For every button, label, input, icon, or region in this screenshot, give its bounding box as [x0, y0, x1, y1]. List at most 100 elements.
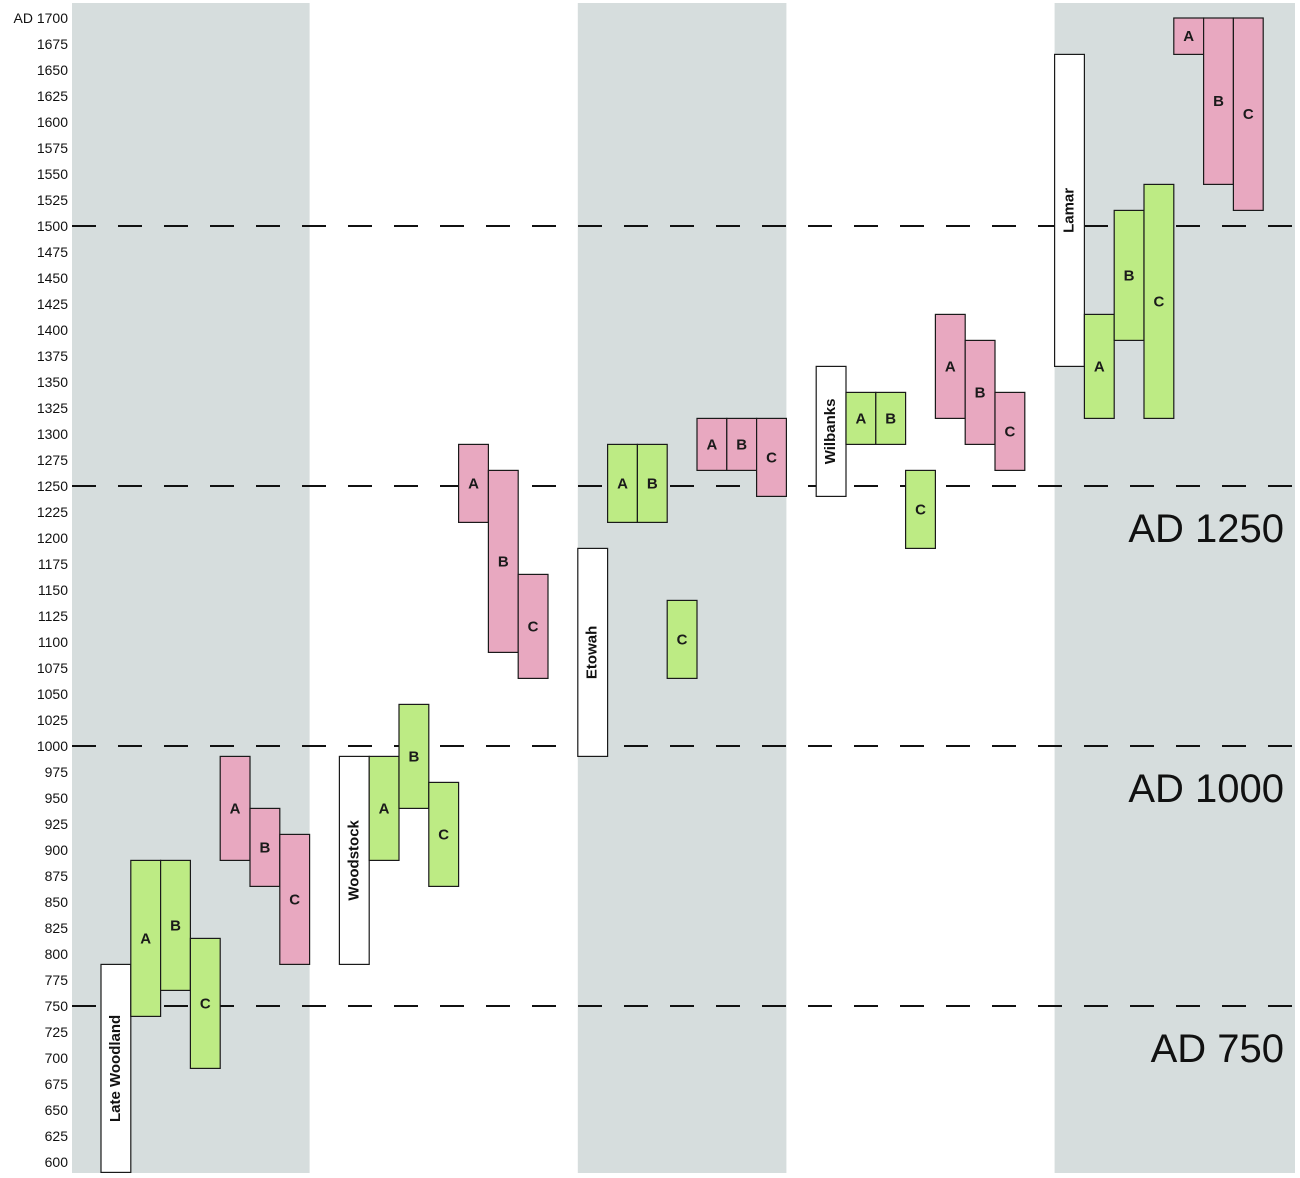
range-bar-pink: [279, 833, 311, 966]
phase-label: Lamar: [1060, 188, 1077, 233]
range-bar-green: [160, 859, 192, 992]
range-bar-label: A: [1094, 358, 1105, 375]
reference-label: AD 750: [1151, 1027, 1284, 1071]
y-tick-label: 1450: [37, 270, 68, 286]
y-tick-label: 1350: [37, 374, 68, 390]
range-bar-pink: [994, 391, 1026, 471]
range-bar-green: [398, 703, 430, 810]
range-bar-label: B: [1124, 267, 1135, 284]
range-bar-label: A: [140, 930, 151, 947]
y-tick-label: 1150: [38, 582, 68, 598]
range-bar-label: B: [975, 384, 986, 401]
range-bar-label: B: [885, 410, 896, 427]
y-tick-label: 825: [45, 920, 69, 936]
range-bar-label: A: [1183, 28, 1194, 45]
range-bar-green: [904, 469, 936, 549]
phase-bar: [1053, 53, 1085, 368]
y-tick-label: 850: [45, 894, 69, 910]
range-bar-label: C: [915, 501, 926, 518]
range-bar-label: B: [736, 436, 747, 453]
reference-label: AD 1250: [1128, 507, 1284, 551]
y-tick-label: 1600: [37, 114, 68, 130]
y-tick-label: 950: [45, 790, 69, 806]
range-bar-pink: [249, 807, 281, 888]
phase-label: Wilbanks: [822, 399, 839, 465]
y-tick-label: 1400: [37, 322, 68, 338]
range-bar-label: B: [259, 839, 270, 856]
range-bar-green: [636, 443, 668, 523]
range-bar-pink: [458, 443, 490, 523]
range-bar-label: A: [706, 436, 717, 453]
y-tick-label: 975: [45, 764, 69, 780]
y-tick-label: 1100: [38, 634, 68, 650]
y-tick-label: 1375: [37, 348, 68, 364]
y-tick-label: 875: [45, 868, 69, 884]
y-tick-label: 700: [45, 1050, 69, 1066]
range-bar-label: A: [379, 800, 390, 817]
range-bar-pink: [517, 573, 549, 680]
y-tick-label: 1125: [38, 608, 68, 624]
y-tick-label: 650: [45, 1102, 69, 1118]
range-bar-label: A: [617, 475, 628, 492]
y-tick-label: 1325: [37, 400, 68, 416]
range-bar-green: [875, 391, 907, 445]
range-bar-pink: [487, 469, 519, 653]
y-tick-label: 900: [45, 842, 69, 858]
y-tick-label: 925: [45, 816, 69, 832]
range-bar-green: [1143, 183, 1175, 419]
range-bar-green: [130, 859, 162, 1018]
range-bars: Late Woodland A B C A B C Woodstock A B C A B C Etowah…: [100, 17, 1264, 1174]
y-tick-label: 750: [45, 998, 69, 1014]
y-tick-label: 1225: [37, 504, 68, 520]
range-bar-green: [1083, 313, 1115, 419]
phase-label: Woodstock: [345, 819, 362, 900]
phase-bar: [815, 365, 847, 497]
y-tick-label: 1275: [37, 452, 68, 468]
range-bar-label: C: [438, 826, 449, 843]
y-tick-label: 1575: [37, 140, 68, 156]
y-tick-label: 800: [45, 946, 69, 962]
range-bar-label: C: [677, 631, 688, 648]
y-tick-label: 1475: [37, 244, 68, 260]
range-bar-label: C: [1153, 293, 1164, 310]
y-tick-label: 775: [45, 972, 69, 988]
range-bar-pink: [696, 417, 728, 471]
range-bar-label: C: [1004, 423, 1015, 440]
range-bar-label: B: [647, 475, 658, 492]
range-bar-label: A: [855, 410, 866, 427]
y-tick-label: 1200: [37, 530, 68, 546]
range-bar-label: C: [289, 891, 300, 908]
y-tick-label: 1500: [37, 218, 68, 234]
range-bar-label: B: [408, 748, 419, 765]
y-tick-label: 625: [45, 1128, 69, 1144]
shaded-bands: [72, 3, 1295, 1173]
y-tick-label: 675: [45, 1076, 69, 1092]
shaded-band: [577, 3, 787, 1173]
range-bar-label: B: [170, 917, 181, 934]
y-tick-label: 1075: [37, 660, 68, 676]
y-tick-label: 725: [45, 1024, 69, 1040]
range-bar-label: B: [1213, 93, 1224, 110]
range-bar-green: [845, 391, 877, 445]
range-bar-label: B: [498, 553, 509, 570]
range-bar-green: [428, 781, 460, 888]
y-tick-label: 1050: [37, 686, 68, 702]
y-tick-label: 1000: [37, 738, 68, 754]
y-tick-label: 1550: [37, 166, 68, 182]
y-tick-label: 1300: [37, 426, 68, 442]
y-tick-label: 1525: [37, 192, 68, 208]
range-bar-label: C: [528, 618, 539, 635]
range-bar-pink: [1232, 17, 1264, 211]
y-tick-label: 1250: [37, 478, 68, 494]
range-bar-pink: [755, 417, 787, 497]
y-tick-label: 1425: [37, 296, 68, 312]
range-bar-label: C: [766, 449, 777, 466]
range-bar-label: A: [468, 475, 479, 492]
y-tick-label: 1175: [38, 556, 68, 572]
reference-labels: AD 1250 AD 1000 AD 750: [1128, 507, 1284, 1071]
range-bar-pink: [964, 339, 996, 445]
y-tick-label: 1025: [37, 712, 68, 728]
range-bar-pink: [934, 313, 966, 419]
y-axis: 600 625 650 675 700 725 750 775 800 825 850 875 900 9…: [14, 10, 69, 1170]
